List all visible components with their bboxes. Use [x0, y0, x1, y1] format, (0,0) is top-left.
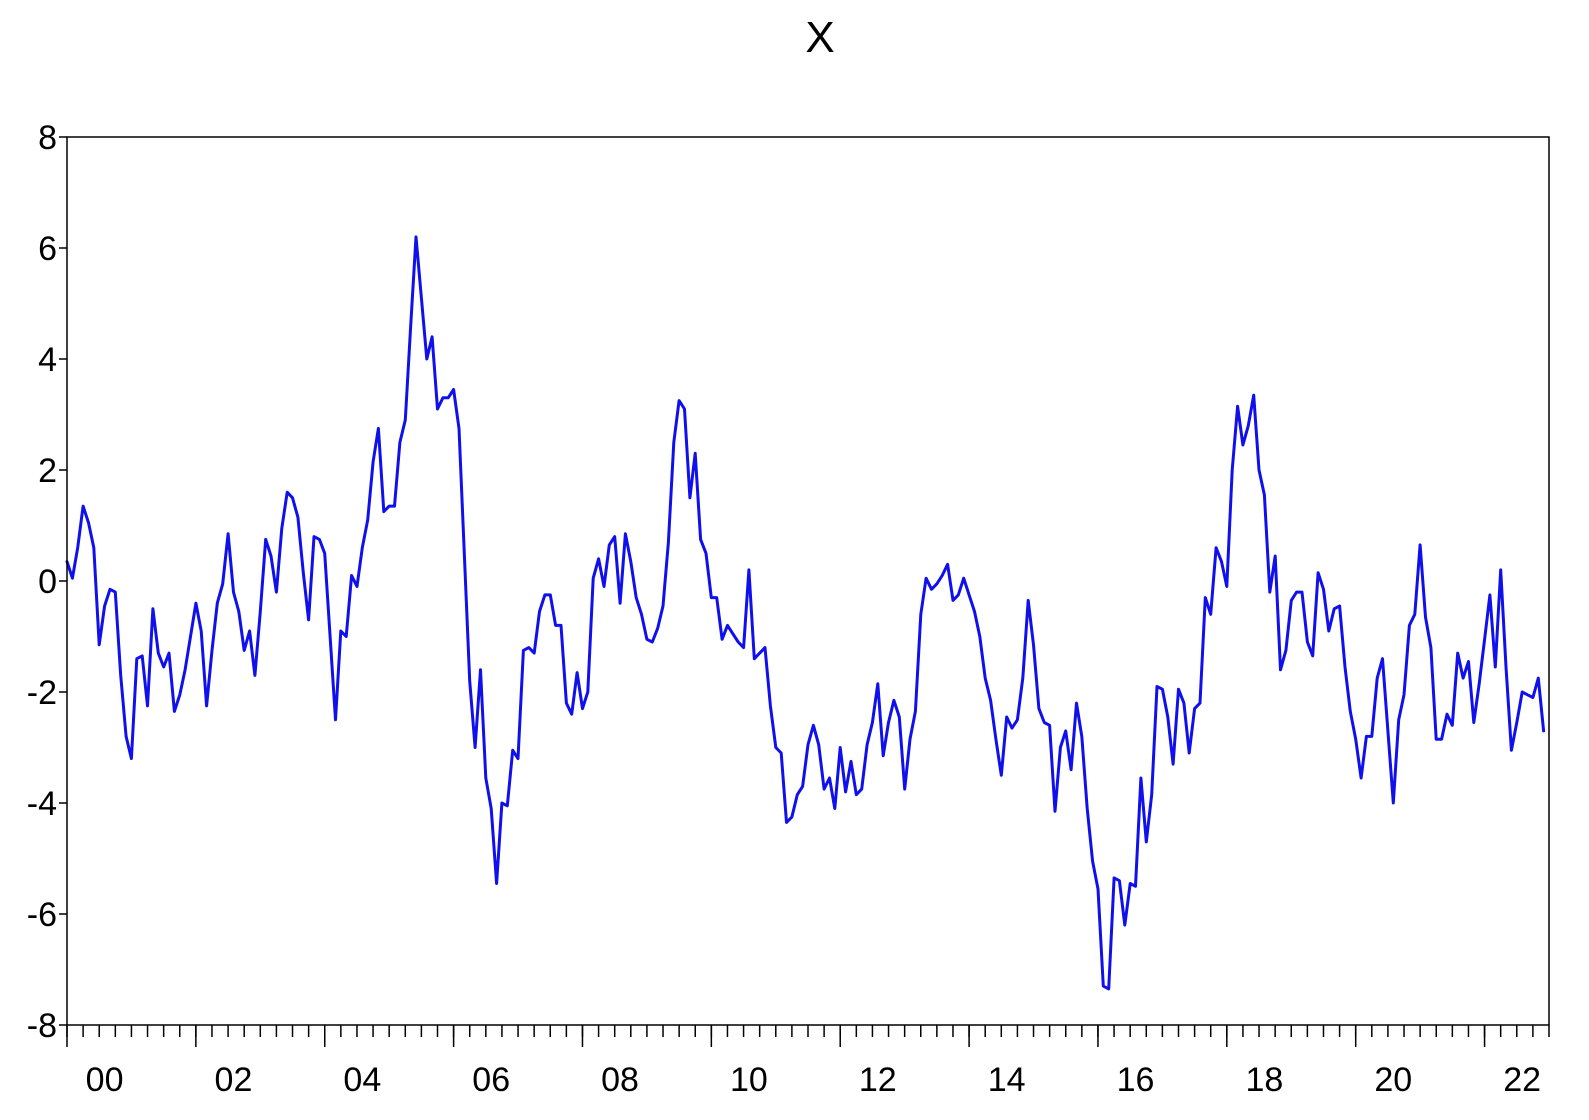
- y-axis: 8 6 4 2 0 -2 -4 -6 -8: [27, 119, 67, 1045]
- x-tick-label: 00: [86, 1061, 124, 1099]
- y-tick-label: -2: [27, 674, 57, 712]
- y-tick-label: 6: [38, 230, 57, 268]
- x-tick-label: 12: [859, 1061, 897, 1099]
- x-tick-label: 20: [1374, 1061, 1412, 1099]
- x-tick-label: 04: [343, 1061, 381, 1099]
- y-tick-label: -6: [27, 896, 57, 934]
- x-tick-label: 22: [1503, 1061, 1541, 1099]
- plot-frame: [66, 136, 1550, 1026]
- series-group: [65, 235, 1546, 991]
- x-tick-label: 16: [1117, 1061, 1155, 1099]
- y-tick-label: 8: [38, 119, 57, 157]
- y-tick-label: 4: [38, 341, 57, 379]
- chart-title: X: [805, 13, 834, 62]
- y-tick-label: 0: [38, 563, 57, 601]
- y-tick-label: -8: [27, 1007, 57, 1045]
- x-axis: 00 02 04 06 08 10 12 14 16 18 20 22: [66, 1025, 1550, 1099]
- x-tick-label: 18: [1245, 1061, 1283, 1099]
- x-tick-label: 14: [988, 1061, 1026, 1099]
- x-tick-label: 02: [215, 1061, 253, 1099]
- x-tick-label: 10: [730, 1061, 768, 1099]
- y-tick-label: -4: [27, 785, 57, 823]
- x-tick-label: 08: [601, 1061, 639, 1099]
- x-tick-label: 06: [472, 1061, 510, 1099]
- y-tick-label: 2: [38, 452, 57, 490]
- series-line-0: [65, 235, 1546, 991]
